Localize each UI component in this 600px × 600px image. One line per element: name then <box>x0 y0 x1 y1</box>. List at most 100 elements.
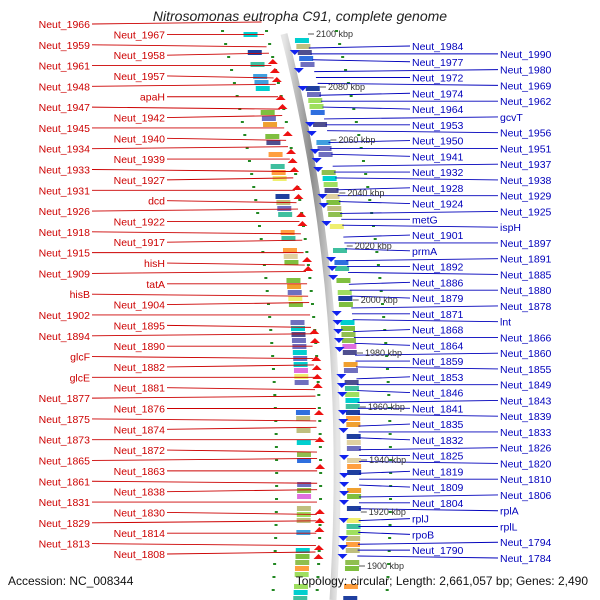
left-leader-line <box>166 137 287 141</box>
right-gene-label: Neut_1990 <box>500 49 552 61</box>
reverse-gene-arrow <box>327 266 338 271</box>
gene-block <box>329 224 344 229</box>
reverse-gene-arrow <box>337 410 348 415</box>
forward-gene-arrow <box>314 509 325 514</box>
left-gene-label: hisB <box>70 289 90 301</box>
gene-block <box>291 338 306 343</box>
forward-gene-arrow <box>313 410 324 415</box>
left-leader-line <box>91 418 317 422</box>
gc-dot <box>388 524 392 526</box>
gene-block <box>334 260 349 265</box>
gene-block <box>347 494 362 499</box>
forward-gene-arrow <box>287 158 298 163</box>
forward-gene-arrow <box>293 194 304 199</box>
gene-block <box>260 110 275 115</box>
gene-block <box>296 416 311 421</box>
gc-dot <box>298 199 302 201</box>
forward-gene-arrow <box>313 545 324 550</box>
gene-block <box>338 302 353 307</box>
gene-block <box>324 188 339 193</box>
forward-gene-arrow <box>315 464 326 469</box>
right-gene-label: Neut_1941 <box>412 151 464 163</box>
gc-dot <box>316 381 320 383</box>
left-gene-label: Neut_1876 <box>114 404 166 416</box>
gene-block <box>247 50 262 55</box>
right-gene-label: Neut_1977 <box>412 57 464 69</box>
right-gene-label: Neut_1964 <box>412 104 464 116</box>
gc-dot <box>235 95 239 97</box>
gene-block <box>299 56 314 61</box>
reverse-gene-arrow <box>338 536 349 541</box>
reverse-gene-arrow <box>310 149 321 154</box>
right-gene-label: rplJ <box>412 514 429 526</box>
left-gene-label: Neut_1967 <box>114 29 166 41</box>
right-gene-label: Neut_1846 <box>412 388 464 400</box>
gene-block <box>296 530 311 535</box>
right-gene-label: Neut_1901 <box>412 230 464 242</box>
gc-dot <box>357 134 361 136</box>
gc-dot <box>319 498 323 500</box>
gene-block <box>308 98 323 103</box>
left-gene-label: apaH <box>140 92 165 104</box>
left-gene-label: Neut_1830 <box>114 507 166 519</box>
right-gene-label: Neut_1843 <box>500 395 552 407</box>
left-gene-label: Neut_1931 <box>39 185 91 197</box>
right-gene-label: Neut_1932 <box>412 167 464 179</box>
gc-dot <box>273 407 277 409</box>
right-leader-line <box>322 106 411 110</box>
left-gene-label: Neut_1915 <box>39 248 91 260</box>
forward-gene-arrow <box>275 95 286 100</box>
gene-block <box>307 92 322 97</box>
gc-dot <box>319 485 323 487</box>
forward-gene-arrow <box>286 149 297 154</box>
gc-dot <box>388 511 392 513</box>
gene-block <box>347 488 362 493</box>
gc-dot <box>364 173 368 175</box>
right-gene-label: Neut_1841 <box>412 403 464 415</box>
gene-block <box>294 374 309 379</box>
gene-block <box>297 488 312 493</box>
forward-gene-arrow <box>297 221 308 226</box>
gene-block <box>277 206 292 211</box>
gene-block <box>291 326 306 331</box>
right-gene-labels: Neut_1984 Neut_1990 Neut_1977 Neut_1980 Neut… <box>412 41 552 565</box>
reverse-gene-arrow <box>337 545 348 550</box>
gene-block <box>345 542 360 547</box>
right-gene-label: Neut_1825 <box>412 451 464 463</box>
gc-dot <box>240 121 244 123</box>
kbp-tick-label: 2100 kbp <box>316 29 353 39</box>
gc-dot <box>378 277 382 279</box>
right-gene-label: Neut_1972 <box>412 73 464 85</box>
gene-block <box>347 458 362 463</box>
reverse-gene-arrow <box>306 131 317 136</box>
gene-block <box>323 182 338 187</box>
gc-dot <box>315 355 319 357</box>
gc-dot <box>389 459 393 461</box>
gc-dot <box>303 238 307 240</box>
right-gene-label: Neut_1892 <box>412 262 464 274</box>
reverse-gene-arrow <box>333 338 344 343</box>
gene-block <box>326 200 341 205</box>
right-gene-label: prmA <box>412 246 437 258</box>
gc-dot <box>289 147 293 149</box>
right-leader-line <box>312 59 411 63</box>
left-leader-line <box>166 52 269 56</box>
forward-gene-arrow <box>302 257 313 262</box>
left-gene-label: Neut_1933 <box>39 164 91 176</box>
gene-block <box>346 440 361 445</box>
reverse-gene-arrow <box>317 194 328 199</box>
forward-gene-arrow <box>267 59 278 64</box>
gene-block <box>341 332 356 337</box>
gene-block <box>297 50 312 55</box>
gc-dot <box>273 394 277 396</box>
gene-block <box>322 176 337 181</box>
left-leader-line <box>166 115 283 118</box>
left-leader-line <box>91 333 312 337</box>
gene-block <box>347 464 362 469</box>
gc-dot <box>366 186 370 188</box>
gene-block <box>293 362 308 367</box>
gene-block <box>253 74 268 79</box>
right-gene-label: Neut_1820 <box>500 458 552 470</box>
right-gene-label: Neut_1809 <box>412 482 464 494</box>
